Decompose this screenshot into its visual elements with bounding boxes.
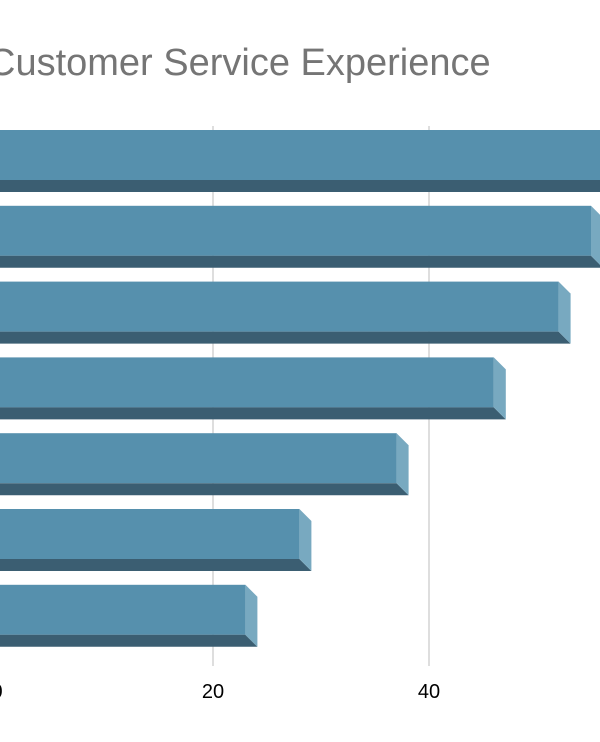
bar [0,584,258,647]
bar-side-face [396,433,409,496]
bar-bottom-face [0,634,258,647]
chart-title: Customer Service Experience [0,42,491,84]
bar [0,205,600,268]
bar-front-face [0,205,591,256]
bar-bottom-face [0,255,600,268]
bars [0,130,600,647]
bar-bottom-face [0,483,409,496]
x-tick-label: 40 [418,681,440,703]
bar [0,281,571,344]
bar-bottom-face [0,559,312,571]
x-axis-ticks: 0 20 40 [0,681,440,703]
bar-front-face [0,281,559,332]
bar-side-face [493,357,506,420]
bar [0,433,409,496]
bar-side-face [245,584,258,647]
bar [0,357,506,420]
bar-front-face [0,584,246,635]
bar-side-face [558,281,571,344]
bar-side-face [591,205,600,265]
bar-front-face [0,433,397,484]
bar-side-face [299,509,312,571]
bar-front-face [0,509,300,559]
x-tick-label: 0 [0,681,3,703]
bar-front-face [0,357,494,408]
bar [0,509,312,571]
bar-bottom-face [0,180,600,192]
bar [0,130,600,192]
bar-front-face [0,130,600,180]
x-tick-label: 20 [202,681,224,703]
bar-bottom-face [0,331,571,344]
bar-bottom-face [0,407,506,420]
